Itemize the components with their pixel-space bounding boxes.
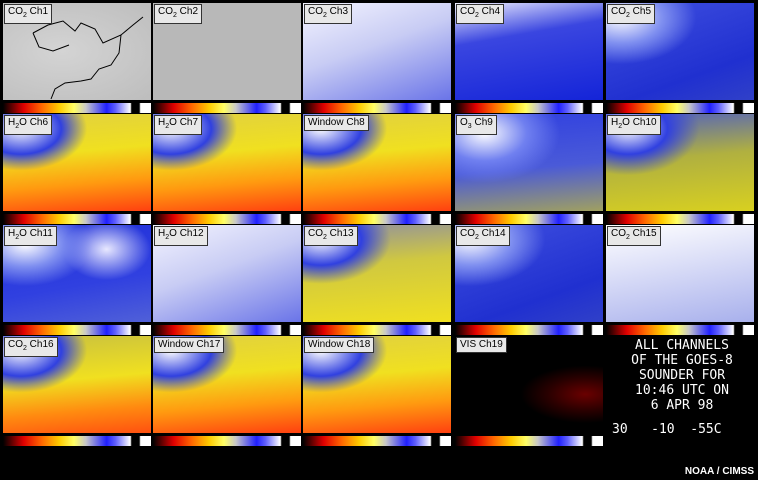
channel-label: CO2 Ch14 <box>456 226 510 246</box>
caption-block: ALL CHANNELS OF THE GOES-8 SOUNDER FOR 1… <box>607 338 757 413</box>
channel-panel: CO2 Ch15 <box>606 225 754 337</box>
color-scale-bar <box>455 103 603 113</box>
color-scale-bar <box>606 325 754 335</box>
color-scale-bar <box>606 103 754 113</box>
channel-panel: Window Ch17 <box>153 336 301 448</box>
color-scale-bar <box>153 214 301 224</box>
channel-panel: CO2 Ch16 <box>3 336 151 448</box>
channel-label: Window Ch18 <box>304 337 375 353</box>
channel-panel: CO2 Ch1 <box>3 3 151 115</box>
temperature-scale-labels: 30 -10 -55C <box>612 422 722 437</box>
color-scale-bar <box>303 214 451 224</box>
channel-panel: CO2 Ch2 <box>153 3 301 115</box>
channel-panel: H2O Ch11 <box>3 225 151 337</box>
channel-panel: H2O Ch12 <box>153 225 301 337</box>
channel-label: Window Ch8 <box>304 115 369 131</box>
channel-label: H2O Ch7 <box>154 115 203 135</box>
color-scale-bar <box>303 103 451 113</box>
color-scale-bar <box>153 103 301 113</box>
color-scale-bar <box>455 214 603 224</box>
channel-label: CO2 Ch1 <box>4 4 53 24</box>
channel-label: CO2 Ch5 <box>607 4 656 24</box>
color-scale-bar <box>606 214 754 224</box>
color-scale-bar <box>3 214 151 224</box>
channel-panel: CO2 Ch5 <box>606 3 754 115</box>
channel-label: CO2 Ch16 <box>4 337 58 357</box>
channel-panel: Window Ch18 <box>303 336 451 448</box>
channel-panel: CO2 Ch13 <box>303 225 451 337</box>
caption-line: ALL CHANNELS <box>635 338 729 353</box>
channel-panel: Window Ch8 <box>303 114 451 226</box>
channel-panel: H2O Ch6 <box>3 114 151 226</box>
color-scale-bar <box>303 436 451 446</box>
channel-label: H2O Ch12 <box>154 226 208 246</box>
caption-line: 10:46 UTC ON <box>635 383 729 398</box>
channel-panel: CO2 Ch3 <box>303 3 451 115</box>
channel-label: Window Ch17 <box>154 337 225 353</box>
caption-line: 6 APR 98 <box>650 398 714 413</box>
caption-line: OF THE GOES-8 <box>631 353 733 368</box>
channel-label: CO2 Ch4 <box>456 4 505 24</box>
channel-label: H2O Ch10 <box>607 115 661 135</box>
color-scale-bar <box>455 325 603 335</box>
channel-label: H2O Ch11 <box>4 226 57 246</box>
color-scale-bar <box>455 436 603 446</box>
caption-line: SOUNDER FOR <box>638 368 726 383</box>
color-scale-bar <box>3 436 151 446</box>
channel-panel: H2O Ch7 <box>153 114 301 226</box>
channel-label: VIS Ch19 <box>456 337 507 353</box>
channel-panel: O3 Ch9 <box>455 114 603 226</box>
channel-panel: VIS Ch19 <box>455 336 603 448</box>
color-scale-bar <box>153 436 301 446</box>
channel-label: CO2 Ch15 <box>607 226 661 246</box>
color-scale-bar <box>3 325 151 335</box>
channel-label: CO2 Ch3 <box>304 4 353 24</box>
color-scale-bar <box>153 325 301 335</box>
color-scale-bar <box>3 103 151 113</box>
channel-label: H2O Ch6 <box>4 115 53 135</box>
channel-label: CO2 Ch2 <box>154 4 203 24</box>
channel-label: O3 Ch9 <box>456 115 497 135</box>
channel-panel: CO2 Ch4 <box>455 3 603 115</box>
channel-panel: CO2 Ch14 <box>455 225 603 337</box>
color-scale-bar <box>303 325 451 335</box>
channel-label: CO2 Ch13 <box>304 226 358 246</box>
channel-panel: H2O Ch10 <box>606 114 754 226</box>
credit-text: NOAA / CIMSS <box>684 466 754 477</box>
coastline-map <box>32 16 144 100</box>
